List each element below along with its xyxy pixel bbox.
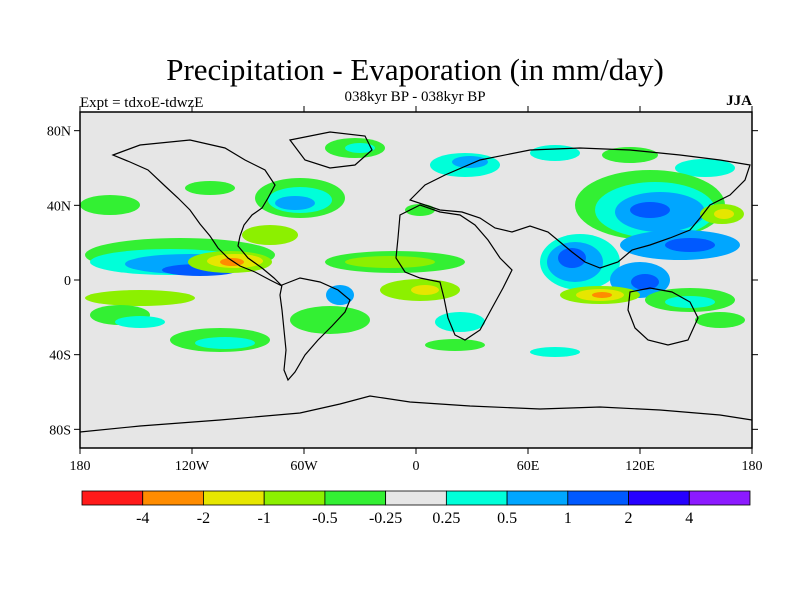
precip-patch xyxy=(275,196,315,210)
precip-patch xyxy=(185,181,235,195)
season-label: JJA xyxy=(726,93,752,109)
precip-patch xyxy=(326,285,354,305)
precip-patch xyxy=(290,306,370,334)
colorbar-segment xyxy=(263,490,326,506)
precip-patch xyxy=(425,339,485,351)
precip-patch xyxy=(115,316,165,328)
colorbar-segment xyxy=(567,490,629,506)
map-subtitle: 038kyr BP - 038kyr BP xyxy=(344,89,486,105)
lon-tick-label: 120W xyxy=(175,459,210,474)
colorbar-label: 0.5 xyxy=(497,510,517,527)
experiment-label: Expt = tdxoE-tdwzE xyxy=(80,95,204,111)
precip-patch xyxy=(714,209,734,219)
precip-patch xyxy=(85,290,195,306)
precip-patch xyxy=(631,274,659,290)
lon-tick-label: 0 xyxy=(413,459,420,474)
map-title: Precipitation - Evaporation (in mm/day) xyxy=(166,52,664,87)
coastline xyxy=(395,204,513,341)
colorbar: -4 -2 -1 -0.5 -0.25 0.25 0.5 1 2 4 xyxy=(81,490,751,527)
colorbar-segment xyxy=(445,490,508,506)
colorbar-segment xyxy=(506,490,569,506)
colorbar-label: -4 xyxy=(136,510,149,527)
lon-tick-label: 60W xyxy=(290,459,318,474)
colorbar-segment xyxy=(324,490,387,506)
colorbar-label: 4 xyxy=(685,510,693,527)
precip-patch xyxy=(530,347,580,357)
colorbar-segment xyxy=(385,490,447,506)
colorbar-label: -0.25 xyxy=(369,510,402,527)
precip-patch xyxy=(345,143,375,153)
coastline xyxy=(288,131,373,169)
precip-patch xyxy=(675,159,735,177)
longitude-axis: 180 120W 60W 0 60E 120E 180 xyxy=(70,106,763,474)
lat-tick-label: 80S xyxy=(49,423,71,438)
precip-patch xyxy=(435,312,485,332)
coastline xyxy=(627,287,699,346)
colorbar-label: -2 xyxy=(197,510,210,527)
colorbar-label: -0.5 xyxy=(312,510,337,527)
colorbar-segment xyxy=(688,490,751,506)
coastline xyxy=(408,147,751,269)
coastline xyxy=(279,277,351,382)
precip-patch xyxy=(665,238,715,252)
precip-patch xyxy=(452,156,488,168)
latitude-axis: 80N 40N 0 40S 80S xyxy=(47,125,758,438)
precip-patch xyxy=(220,258,244,266)
colorbar-segment xyxy=(628,490,690,506)
precip-patch xyxy=(195,337,255,349)
precip-patch xyxy=(558,248,586,268)
lon-tick-label: 180 xyxy=(70,459,91,474)
lon-tick-label: 180 xyxy=(742,459,763,474)
precip-field xyxy=(80,138,745,357)
lon-tick-label: 120E xyxy=(625,459,655,474)
precip-patch xyxy=(242,225,298,245)
colorbar-segment xyxy=(203,490,265,506)
lat-tick-label: 40N xyxy=(47,199,71,214)
precip-patch xyxy=(592,292,612,298)
lon-tick-label: 60E xyxy=(517,459,540,474)
precip-patch xyxy=(411,285,439,295)
coastlines xyxy=(80,131,752,433)
colorbar-label: 2 xyxy=(625,510,633,527)
colorbar-label: -1 xyxy=(258,510,271,527)
precip-patch xyxy=(530,145,580,161)
precip-patch xyxy=(345,256,435,268)
precip-patch xyxy=(630,202,670,218)
coastline xyxy=(111,139,283,287)
precip-patch xyxy=(695,312,745,328)
colorbar-label: 1 xyxy=(564,510,572,527)
colorbar-segment xyxy=(142,490,204,506)
colorbar-segment xyxy=(81,490,144,506)
coastline xyxy=(80,395,752,433)
lat-tick-label: 0 xyxy=(64,274,71,289)
lat-tick-label: 80N xyxy=(47,125,71,140)
lat-tick-label: 40S xyxy=(49,349,71,364)
precip-patch xyxy=(80,195,140,215)
colorbar-label: 0.25 xyxy=(432,510,460,527)
